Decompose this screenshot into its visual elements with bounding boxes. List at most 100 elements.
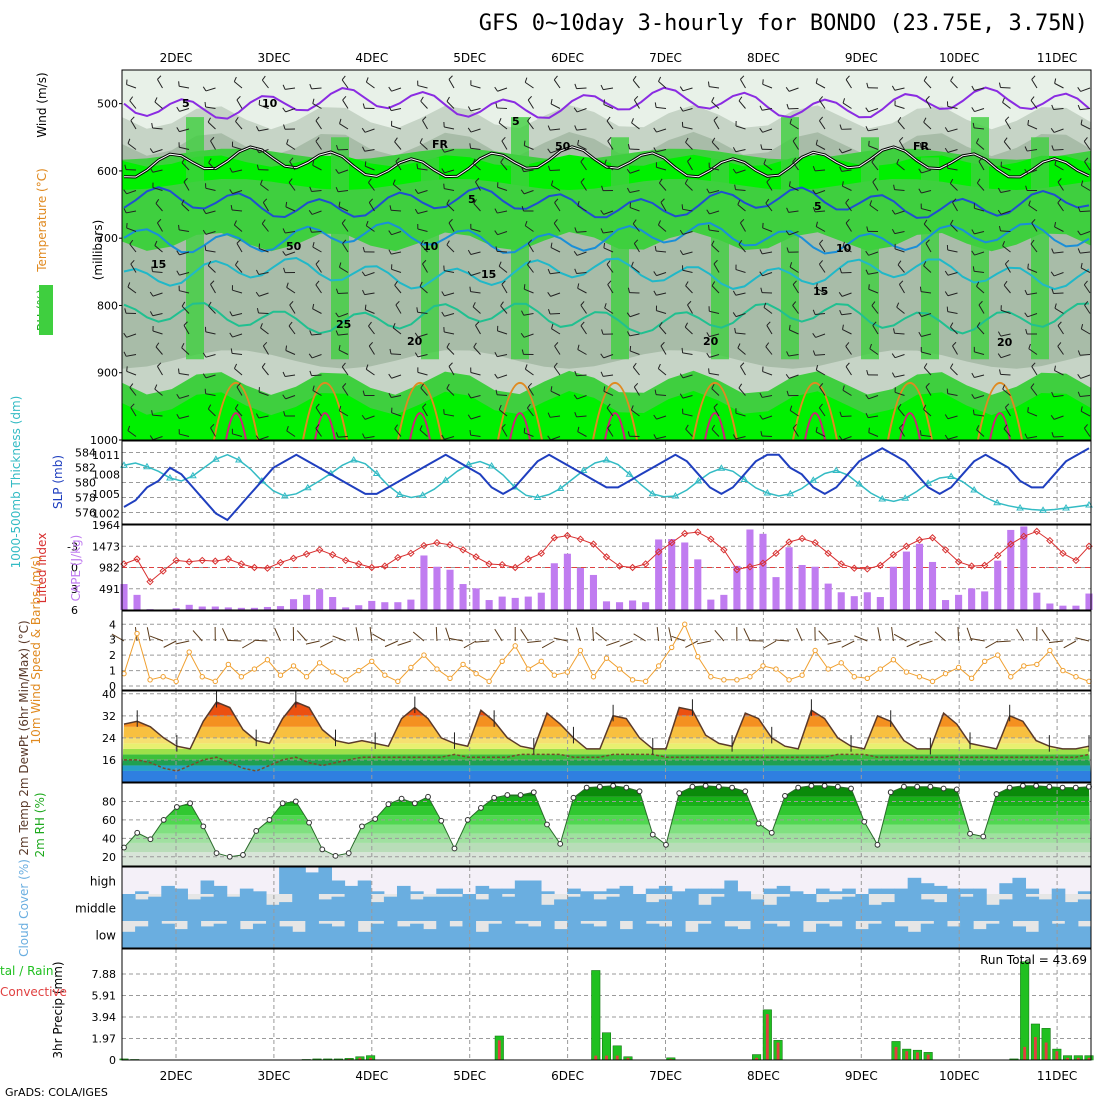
wind-barb-feather [919,286,922,292]
wind-barb-feather [472,158,476,164]
cloud-bar-high [933,885,948,894]
cloud-bar-high [449,888,463,894]
precip-conv-bar [1033,1037,1037,1060]
wind-barb-feather [210,280,215,285]
wind-barb [580,304,587,314]
wind-barb-feather [1054,365,1056,371]
cloud-bar-middle [541,904,555,921]
wind-barb-feather [342,96,347,101]
wind-barb [236,386,243,396]
thickness-point [809,476,818,483]
wind-barb-feather [527,95,532,101]
li-point [928,534,937,542]
wind10m-barb [384,640,399,648]
wind-barb [1030,387,1038,396]
wind-speed-point [551,672,558,678]
wind-barb [183,325,190,335]
cloud-bar-middle [396,894,411,921]
wind-barb-feather [868,140,870,146]
wind-barb [1083,427,1091,437]
wind-barb-feather [368,321,372,327]
rh-point [887,789,894,796]
thickness-point [212,455,220,462]
cloud-bar-low [829,926,843,948]
cape-bar [263,606,271,610]
isotherm-25 [887,381,933,440]
wind-barb-feather [607,424,612,429]
wind10m-axis-label: 10m Wind Speed & Barbs (m/s) [29,556,43,745]
cloud-bar-high [842,888,856,894]
wind-barb [685,285,693,294]
cloud-bar-middle [213,894,228,921]
wind-barb [1081,184,1091,191]
cloud-bar-middle [488,894,503,921]
wind-barb-feather [312,385,315,391]
rh-plume [711,157,729,360]
wind-barb-feather [282,84,286,90]
wind-barb [841,313,852,316]
wind-barb-feather [395,300,400,306]
wind-barb [898,284,905,294]
wind-speed-point [212,678,218,685]
wind-barb-feather [952,341,957,347]
wind-barb-feather [762,79,764,85]
li-point [589,540,598,548]
wind-speed-point [695,653,701,660]
cape-bar [733,565,741,610]
wind-barb [606,120,614,130]
wind-barb [1027,292,1038,296]
wind-barb [207,408,216,417]
cloud-bar-low [1012,926,1027,948]
wind10m-barb [1041,629,1051,642]
wind-barb [607,427,614,437]
cloud-bar-high [514,880,529,894]
wind-barb-feather [446,240,450,246]
cloud-bar-middle [1025,896,1040,921]
wind-barb-feather [154,97,158,103]
cloud-bar-middle [881,902,896,921]
wind-barb-feather [573,394,578,400]
wind-barb [629,207,640,212]
wind-barb [342,243,349,253]
cloud-bar-middle [580,894,594,921]
precip-conv-bar [776,1042,780,1060]
wind-barb [947,311,958,314]
thickness-point [143,462,151,470]
wind-barb-feather [475,321,480,326]
wind-barb-feather [577,283,580,289]
wind-barb-feather [494,373,498,379]
wind-barb [766,181,773,191]
wind-barb [576,251,587,256]
isotherm-30 [225,412,247,440]
wind-barb-feather [997,353,1002,358]
wind-barb-feather [759,105,763,111]
cloud-bar-low [187,921,202,948]
wind-barb-feather [949,322,954,328]
cloud-bar-low [148,921,162,948]
wind-barb [1000,210,1011,215]
precip-conv-bar [615,1055,619,1060]
wind-barb [576,231,587,233]
wind-barb [210,284,216,294]
wind-barb [815,431,826,437]
cape-bar [185,604,193,610]
rh-point [980,833,987,840]
wind-barb [235,121,243,130]
wind-barb-feather [126,366,128,372]
wind-barb-feather [574,370,578,376]
wind10m-barb [274,628,281,642]
rh-point [636,788,643,795]
cloud-bar-high [881,888,896,894]
cloud-bar-high [331,880,346,894]
wind-barb [842,246,852,253]
cloud-bar-high [763,888,778,894]
wind-barb-feather [422,116,427,121]
wind-barb-feather [341,362,346,368]
rh-point [1020,782,1026,789]
wind-barb-feather [577,426,580,432]
wind-barb-feather [553,75,558,81]
isotherm-FR-core [123,146,1090,178]
wind-barb [603,104,614,109]
wind-speed-point [708,674,714,680]
